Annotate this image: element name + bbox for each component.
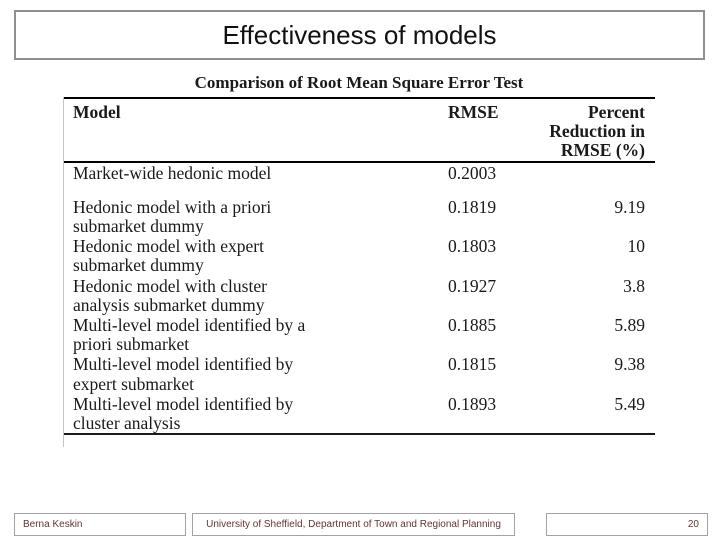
reduction-cell: 3.8 — [623, 275, 645, 296]
footer-author: Berna Keskin — [23, 519, 83, 530]
table-row: Multi-level model identified by cluster … — [63, 394, 655, 434]
model-cell: Market-wide hedonic model — [73, 162, 272, 183]
table-caption: Comparison of Root Mean Square Error Tes… — [194, 73, 524, 92]
rmse-cell: 0.1803 — [448, 236, 497, 257]
table-row: Multi-level model identified by a priori… — [63, 315, 655, 354]
col-header-model: Model — [63, 98, 448, 163]
footer-institution-box: University of Sheffield, Department of T… — [192, 513, 515, 536]
reduction-cell: 9.38 — [614, 354, 645, 375]
reduction-cell: 5.89 — [614, 315, 645, 336]
model-cell: Hedonic model with cluster analysis subm… — [73, 275, 267, 315]
rmse-cell: 0.2003 — [448, 162, 497, 183]
footer-page-number: 20 — [687, 519, 699, 530]
reduction-cell: 10 — [627, 236, 646, 257]
rmse-comparison-table: Model RMSE Percent Reduction in RMSE (%)… — [63, 97, 655, 436]
rmse-cell: 0.1815 — [448, 354, 497, 375]
model-cell: Hedonic model with a priori submarket du… — [73, 196, 272, 237]
model-cell: Multi-level model identified by expert s… — [73, 354, 294, 394]
slide-title-box: Effectiveness of models — [14, 10, 705, 60]
rmse-cell: 0.1893 — [448, 393, 497, 414]
model-cell: Hedonic model with expert submarket dumm… — [73, 236, 264, 276]
slide-title: Effectiveness of models — [222, 19, 497, 50]
col-header-rmse: RMSE — [448, 98, 538, 163]
table-row: Multi-level model identified by expert s… — [63, 354, 655, 394]
rmse-cell: 0.1819 — [448, 196, 497, 217]
model-cell: Multi-level model identified by a priori… — [73, 315, 306, 355]
rmse-cell: 0.1927 — [448, 275, 497, 296]
reduction-cell: 9.19 — [614, 196, 645, 217]
table-row: Hedonic model with expert submarket dumm… — [63, 236, 655, 276]
table-header-row: Model RMSE Percent Reduction in RMSE (%) — [63, 98, 655, 163]
table-image-left-edge — [63, 97, 64, 447]
rmse-cell: 0.1885 — [448, 315, 497, 336]
footer-page-number-box: 20 — [546, 513, 708, 536]
col-header-percent-reduction: Percent Reduction in RMSE (%) — [538, 98, 655, 163]
model-cell: Multi-level model identified by cluster … — [73, 393, 294, 434]
table-row: Market-wide hedonic model 0.2003 — [63, 162, 655, 197]
footer-author-box: Berna Keskin — [14, 513, 186, 536]
reduction-cell: 5.49 — [614, 393, 645, 414]
reduction-cell — [538, 162, 655, 197]
table-row: Hedonic model with a priori submarket du… — [63, 197, 655, 236]
table-row: Hedonic model with cluster analysis subm… — [63, 276, 655, 315]
rmse-table-area: Comparison of Root Mean Square Error Tes… — [63, 70, 655, 447]
footer-institution: University of Sheffield, Department of T… — [206, 519, 501, 530]
